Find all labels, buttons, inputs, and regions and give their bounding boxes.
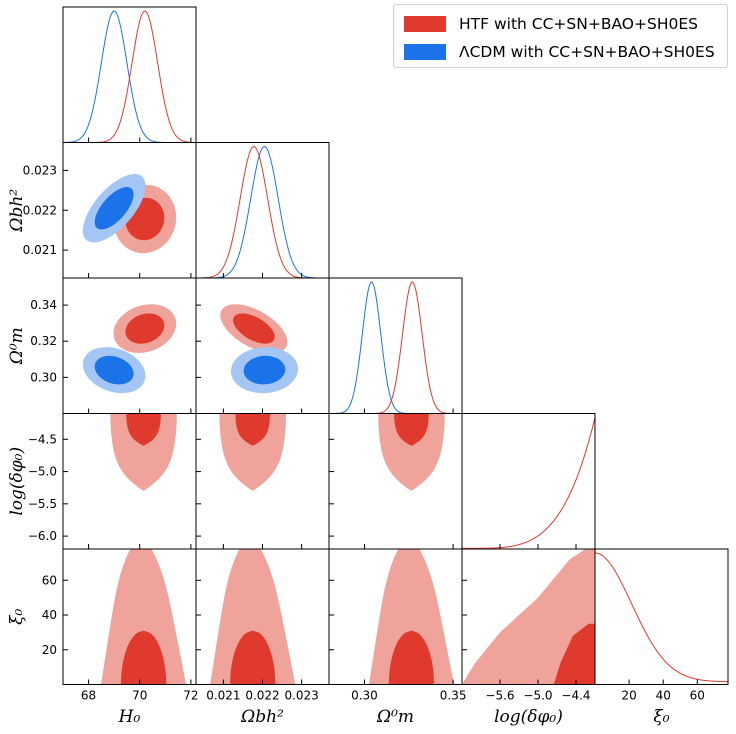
panel-frame-0-0	[62, 6, 197, 143]
xtick-label-Obh2-2: 0.023	[284, 689, 318, 703]
xtick-label-xi0-2: 60	[690, 689, 705, 703]
legend: HTF with CC+SN+BAO+SH0ES ΛCDM with CC+SN…	[393, 4, 728, 68]
contour95-logdphi0-xi0-htf	[462, 549, 595, 685]
legend-label-htf: HTF with CC+SN+BAO+SH0ES	[459, 15, 698, 33]
ytick-label-logdphi0-0: −6.0	[28, 529, 57, 543]
xtick-label-Obh2-0: 0.021	[206, 689, 240, 703]
xtick-label-logdphi0-2: −4.4	[561, 689, 590, 703]
ytick-label-Obh2-0: 0.021	[23, 243, 57, 257]
xtick-label-H0-0: 68	[81, 689, 96, 703]
xtick-label-Obh2-1: 0.022	[245, 689, 279, 703]
contour95-H0-xi0-htf	[101, 549, 187, 685]
contour68-H0-Om0-htf	[125, 313, 165, 344]
contour68-Obh2-Om0-lcdm	[243, 355, 286, 385]
ytick-label-Obh2-1: 0.022	[23, 203, 57, 217]
legend-entry-htf: HTF with CC+SN+BAO+SH0ES	[404, 11, 698, 37]
ytick-label-logdphi0-3: −4.5	[28, 432, 57, 446]
xlabel-Obh2: Ωbh²	[240, 707, 284, 727]
xtick-label-xi0-1: 40	[656, 689, 671, 703]
ytick-label-Om0-0: 0.30	[30, 370, 57, 384]
marginal-xi0-htf	[594, 552, 729, 683]
marginal-Obh2-lcdm	[196, 146, 329, 279]
contour95-Om0-logdphi0-htf	[378, 413, 445, 491]
ytick-label-Om0-1: 0.32	[30, 334, 57, 348]
contour68-Obh2-xi0-htf	[230, 630, 276, 685]
ytick-label-xi0-2: 60	[42, 573, 57, 587]
ytick-label-xi0-1: 40	[42, 608, 57, 622]
ytick-label-xi0-0: 20	[42, 643, 57, 657]
xtick-label-xi0-0: 20	[621, 689, 636, 703]
contour68-Om0-xi0-htf	[388, 630, 435, 685]
contour68-H0-Obh2-lcdm	[94, 187, 134, 230]
panel-frame-2-2	[328, 277, 463, 414]
xtick-label-H0-1: 70	[132, 689, 147, 703]
contour68-Obh2-logdphi0-htf	[235, 413, 271, 446]
xtick-label-Om0-1: 0.35	[440, 689, 467, 703]
legend-swatch-lcdm	[404, 44, 446, 60]
panel-frame-1-1	[195, 142, 330, 279]
contour95-Obh2-logdphi0-htf	[219, 413, 286, 491]
marginal-logdphi0-htf	[462, 417, 596, 549]
xlabel-H0: H₀	[118, 707, 141, 727]
contour68-H0-Om0-lcdm	[94, 355, 134, 385]
contour95-Obh2-xi0-htf	[210, 549, 296, 685]
legend-entry-lcdm: ΛCDM with CC+SN+BAO+SH0ES	[404, 39, 715, 65]
ytick-label-logdphi0-2: −5.0	[28, 465, 57, 479]
contour68-Obh2-Om0-htf	[233, 313, 275, 344]
ylabel-xi0: ξ₀	[7, 608, 27, 624]
xtick-label-logdphi0-0: −5.6	[485, 689, 514, 703]
legend-swatch-htf	[404, 16, 446, 32]
contour95-H0-logdphi0-htf	[110, 413, 177, 491]
ylabel-logdphi0: log(δφ₀)	[7, 447, 27, 516]
xtick-label-H0-2: 72	[183, 689, 198, 703]
ytick-label-Obh2-2: 0.023	[23, 163, 57, 177]
contour68-H0-logdphi0-htf	[126, 413, 161, 446]
xtick-label-logdphi0-1: −5.0	[523, 689, 552, 703]
marginal-Om0-lcdm	[329, 281, 462, 414]
contour68-Om0-logdphi0-htf	[394, 413, 429, 446]
ytick-label-Om0-2: 0.34	[30, 298, 57, 312]
panel-frame-4-4	[594, 548, 729, 685]
xtick-label-Om0-0: 0.30	[351, 689, 378, 703]
contour68-logdphi0-xi0-htf	[553, 623, 595, 685]
contour95-Om0-xi0-htf	[368, 549, 455, 685]
ylabel-Om0: Ω⁰m	[7, 327, 27, 365]
ylabel-Obh2: Ωbh²	[7, 189, 27, 233]
legend-label-lcdm: ΛCDM with CC+SN+BAO+SH0ES	[459, 43, 715, 61]
xlabel-Om0: Ω⁰m	[376, 707, 414, 727]
xlabel-xi0: ξ₀	[653, 707, 669, 727]
marginal-H0-htf	[63, 10, 197, 143]
contour68-H0-xi0-htf	[120, 630, 167, 685]
marginal-Obh2-htf	[196, 146, 329, 279]
ytick-label-logdphi0-1: −5.5	[28, 497, 57, 511]
xlabel-logdphi0: log(δφ₀)	[494, 707, 563, 727]
marginal-Om0-htf	[329, 281, 462, 414]
